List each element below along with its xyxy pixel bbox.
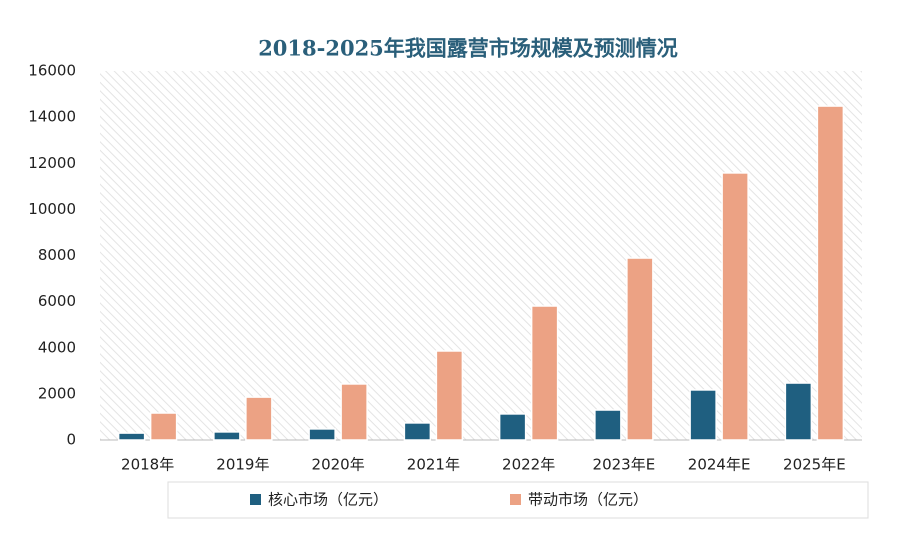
y-tick-label: 2000 [38, 384, 76, 402]
bar [435, 350, 464, 441]
bar [594, 409, 622, 441]
x-tick-label: 2022年 [502, 456, 555, 474]
legend-swatch [250, 494, 261, 505]
bar [117, 432, 146, 441]
y-tick-label: 0 [66, 431, 76, 449]
bar [213, 431, 241, 441]
x-tick-label: 2020年 [312, 456, 365, 474]
bar [308, 428, 336, 441]
bar [149, 412, 178, 441]
legend-box [167, 481, 869, 519]
y-tick-label: 6000 [38, 292, 76, 310]
bar [530, 305, 559, 441]
y-tick-label: 8000 [38, 246, 76, 264]
legend-label: 核心市场（亿元） [268, 491, 388, 509]
bar [816, 105, 845, 441]
bar [403, 422, 432, 441]
x-tick-label: 2024年E [688, 456, 751, 474]
legend-swatch [510, 494, 521, 505]
bar [498, 413, 527, 441]
y-tick-label: 14000 [28, 108, 76, 126]
bar [626, 257, 654, 441]
x-tick-label: 2019年 [216, 456, 269, 474]
x-tick-label: 2025年E [783, 456, 846, 474]
chart-title: 2018-2025年我国露营市场规模及预测情况 [258, 36, 678, 61]
x-tick-label: 2021年 [407, 456, 460, 474]
x-tick-label: 2023年E [593, 456, 656, 474]
bar [340, 383, 368, 441]
bar [784, 382, 813, 441]
y-tick-label: 10000 [28, 200, 76, 218]
x-tick-label: 2018年 [121, 456, 174, 474]
bar [689, 389, 717, 441]
y-tick-label: 12000 [28, 154, 76, 172]
bar [721, 172, 749, 441]
bar [245, 396, 273, 441]
y-tick-label: 16000 [28, 62, 76, 80]
y-tick-label: 4000 [38, 338, 76, 356]
legend-label: 带动市场（亿元） [528, 491, 648, 509]
